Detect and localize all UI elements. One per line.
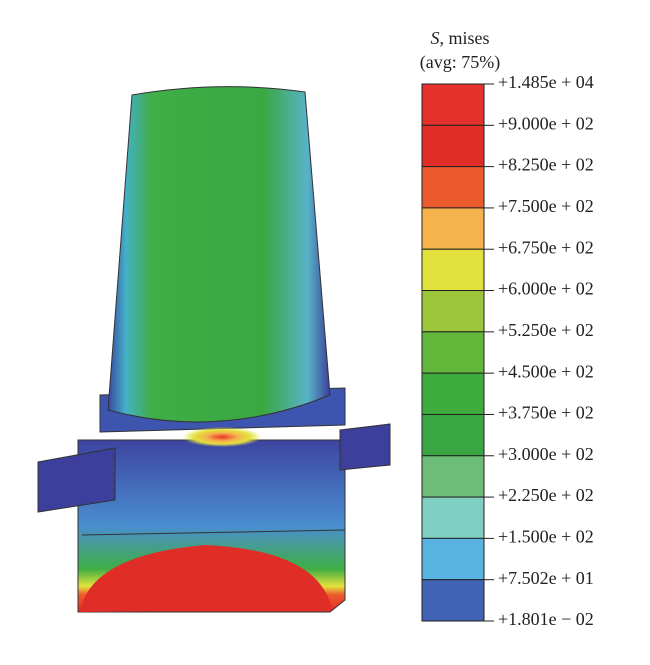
legend-label: +5.250e + 02 xyxy=(498,320,594,340)
legend-title: S, mises xyxy=(430,28,489,48)
legend-label: +6.000e + 02 xyxy=(498,279,594,299)
legend-label: +3.750e + 02 xyxy=(498,403,594,423)
legend-label: +7.500e + 02 xyxy=(498,196,594,216)
legend-band xyxy=(421,166,485,209)
legend-label: +3.000e + 02 xyxy=(498,444,594,464)
legend-label: +9.000e + 02 xyxy=(498,113,594,133)
blade-model xyxy=(37,86,391,613)
legend-band xyxy=(421,124,485,168)
legend-band xyxy=(421,455,485,498)
legend-band xyxy=(421,248,485,292)
legend-title-text: , mises xyxy=(439,28,489,48)
legend-label: +4.500e + 02 xyxy=(498,361,594,381)
stress-spot xyxy=(182,427,262,447)
left-wing xyxy=(37,447,116,513)
legend-label: +6.750e + 02 xyxy=(498,237,594,257)
legend: +1.485e + 04 +9.000e + 02 +8.250e + 02 +7.5… xyxy=(421,72,594,629)
legend-label: +7.502e + 01 xyxy=(498,568,594,588)
legend-band xyxy=(421,579,485,622)
legend-band xyxy=(421,537,485,581)
root-red xyxy=(80,545,332,612)
legend-band xyxy=(421,290,485,333)
legend-band xyxy=(421,372,485,415)
legend-band xyxy=(421,83,485,126)
legend-label: +1.485e + 04 xyxy=(498,72,594,92)
airfoil xyxy=(107,86,331,423)
legend-band xyxy=(421,207,485,250)
legend-label: +2.250e + 02 xyxy=(498,485,594,505)
legend-band xyxy=(421,331,485,374)
legend-band xyxy=(421,496,485,539)
legend-label: +8.250e + 02 xyxy=(498,155,594,175)
legend-label: +1.500e + 02 xyxy=(498,527,594,547)
legend-subtitle: (avg: 75%) xyxy=(420,52,500,73)
legend-band xyxy=(421,413,485,457)
legend-symbol: S xyxy=(430,28,439,48)
edge xyxy=(81,529,346,536)
legend-label: +1.801e − 02 xyxy=(498,609,594,629)
right-wing xyxy=(339,423,391,471)
